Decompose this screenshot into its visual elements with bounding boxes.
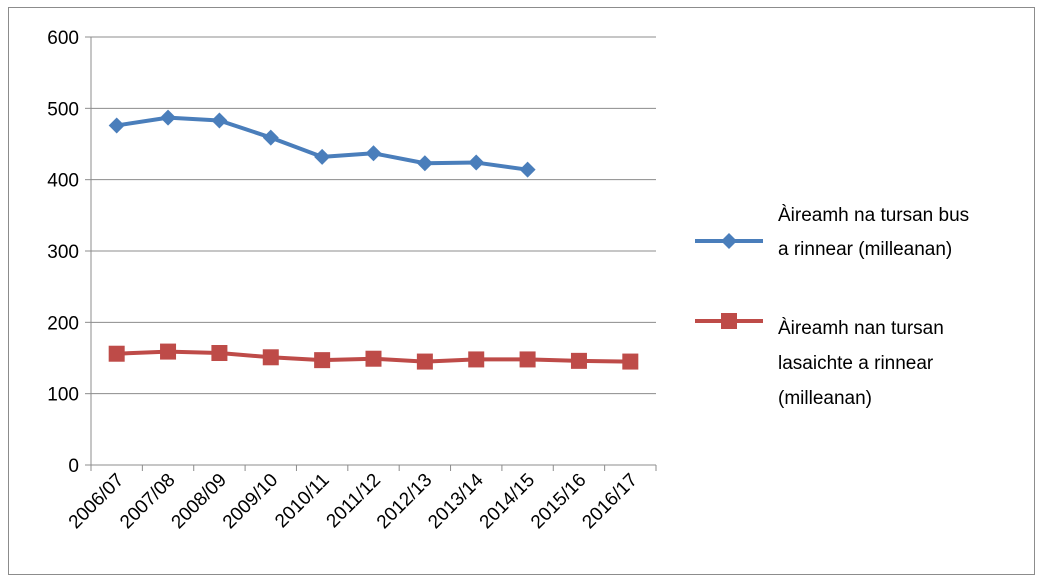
data-point-2 (570, 352, 587, 369)
data-point-2 (108, 345, 125, 362)
x-tick-label: 2012/13 (373, 470, 436, 533)
data-point-1 (314, 148, 331, 165)
data-point-2 (160, 343, 177, 360)
legend-label-2: lasaichte a rinnear (778, 353, 934, 374)
x-tick-label: 2015/16 (527, 470, 590, 533)
data-point-1 (468, 154, 485, 171)
x-tick-label: 2007/08 (116, 470, 179, 533)
y-tick-label: 0 (68, 456, 79, 477)
y-tick-label: 100 (47, 385, 79, 406)
y-tick-label: 500 (47, 99, 79, 120)
x-tick-label: 2013/14 (424, 469, 488, 533)
y-tick-label: 400 (47, 171, 79, 192)
data-point-2 (519, 351, 536, 368)
y-tick-label: 200 (47, 313, 79, 334)
data-point-1 (365, 145, 382, 162)
chart-frame (8, 7, 1035, 575)
data-point-2 (314, 352, 331, 369)
y-tick-label: 600 (47, 28, 79, 49)
x-tick-label: 2009/10 (219, 470, 282, 533)
data-point-2 (211, 345, 228, 362)
y-tick-label: 300 (47, 242, 79, 263)
data-point-2 (262, 349, 279, 366)
x-tick-label: 2011/12 (323, 470, 385, 532)
legend-swatch-marker-1 (721, 233, 737, 249)
legend-label-1: Àireamh na tursan bus (778, 205, 969, 226)
data-point-2 (416, 353, 433, 370)
data-point-1 (108, 117, 125, 134)
x-tick-label: 2008/09 (168, 470, 231, 533)
x-tick-label: 2006/07 (65, 470, 128, 533)
data-point-1 (519, 161, 536, 178)
data-point-1 (160, 109, 177, 126)
data-point-2 (468, 351, 485, 368)
legend-label-2: Àireamh nan tursan (778, 318, 944, 339)
x-tick-label: 2016/17 (578, 470, 641, 533)
x-tick-label: 2014/15 (476, 470, 539, 533)
data-point-2 (365, 350, 382, 367)
legend-swatch-marker-2 (721, 313, 737, 329)
legend-label-1: a rinnear (milleanan) (778, 239, 952, 260)
data-point-1 (416, 155, 433, 172)
data-point-1 (211, 112, 228, 129)
data-point-2 (622, 353, 639, 370)
legend-label-2: (milleanan) (778, 388, 872, 409)
data-point-1 (262, 129, 279, 146)
x-tick-label: 2010/11 (271, 470, 333, 532)
